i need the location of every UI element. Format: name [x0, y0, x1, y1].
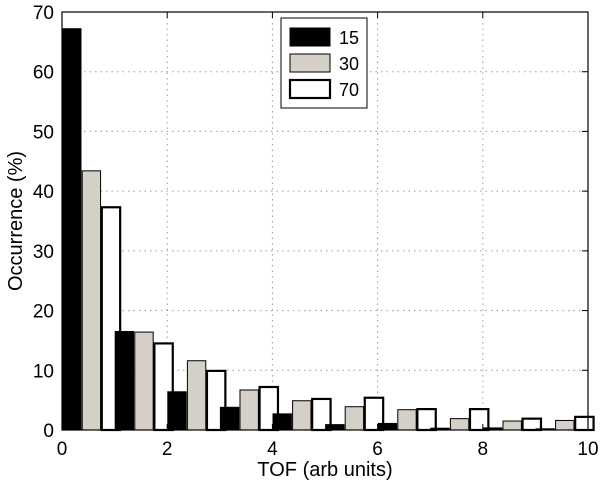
- tick-labels: 0 2 4 6 8 10 0 10 20 30 40 50 60 70: [33, 3, 599, 460]
- bar-series-15: [167, 391, 187, 431]
- bar-series-15: [219, 406, 240, 431]
- x-tick-label: 6: [372, 439, 383, 460]
- bar-series-15: [377, 422, 398, 431]
- x-axis-label: TOF (arb units): [257, 459, 392, 481]
- bar-series-30: [555, 419, 575, 431]
- bar-series-70: [468, 408, 490, 432]
- legend-label-70: 70: [339, 80, 359, 100]
- bar-series-30: [239, 389, 259, 431]
- grid-lines: [62, 12, 588, 430]
- x-tick-label: 4: [267, 439, 278, 460]
- y-tick-label: 30: [33, 242, 54, 263]
- y-tick-label: 60: [33, 63, 54, 84]
- x-tick-label: 0: [57, 439, 68, 460]
- legend-swatch-15: [289, 27, 331, 47]
- y-tick-label: 50: [33, 122, 54, 143]
- bar-series-30: [292, 400, 312, 431]
- legend-label-30: 30: [339, 54, 359, 74]
- bar-series-70: [521, 417, 543, 432]
- y-tick-label: 40: [33, 182, 54, 203]
- legend-swatch-30: [289, 53, 331, 73]
- bar-series-15: [325, 424, 345, 431]
- y-axis-label: Occurrence (%): [5, 151, 27, 291]
- legend-label-15: 15: [339, 28, 359, 48]
- bar-series-30: [81, 170, 102, 431]
- x-tick-label: 2: [162, 439, 173, 460]
- y-tick-label: 0: [43, 421, 54, 442]
- y-tick-label: 20: [33, 302, 54, 323]
- bar-series-30: [397, 409, 417, 431]
- x-tick-label: 8: [478, 439, 489, 460]
- bar-series-15: [272, 413, 292, 431]
- plot-frame: [61, 11, 589, 431]
- bar-series-70: [574, 415, 595, 432]
- legend: 15 30 70: [280, 17, 368, 109]
- bars-group: [62, 28, 595, 432]
- bar-series-30: [344, 406, 365, 431]
- bar-series-30: [134, 331, 154, 431]
- bar-series-70: [416, 408, 437, 432]
- legend-swatch-70: [288, 78, 332, 100]
- bar-series-30: [449, 418, 470, 431]
- y-tick-label: 70: [33, 3, 54, 24]
- bar-series-15: [114, 330, 135, 431]
- x-tick-label: 10: [577, 439, 598, 460]
- axis-ticks: [61, 11, 589, 431]
- bar-series-30: [502, 420, 522, 431]
- bar-series-30: [186, 360, 207, 431]
- y-tick-label: 10: [33, 361, 54, 382]
